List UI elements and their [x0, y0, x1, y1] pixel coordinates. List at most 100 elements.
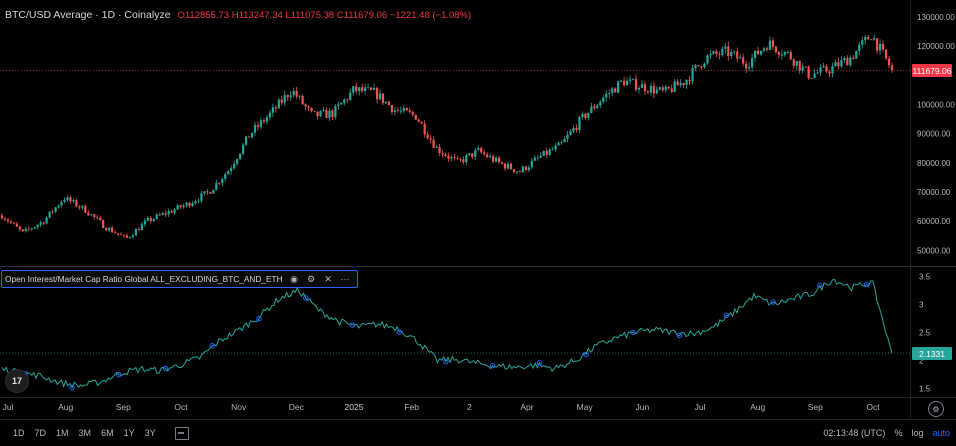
- symbol-legend: BTC/USD Average · 1D · Coinalyze O112855…: [5, 9, 471, 21]
- candle-body: [140, 224, 143, 231]
- candle-body: [84, 205, 87, 213]
- timeframe-1d[interactable]: 1D: [13, 428, 25, 438]
- timeframe-6m[interactable]: 6M: [101, 428, 114, 438]
- candle-body: [295, 90, 298, 97]
- candle-body: [462, 159, 465, 163]
- candle-body: [75, 200, 78, 207]
- eye-icon[interactable]: ◉: [290, 273, 299, 284]
- timeframe-7d[interactable]: 7D: [34, 428, 47, 438]
- indicator-marker: [396, 329, 402, 335]
- candle-body: [468, 153, 471, 156]
- timeframe-buttons: 1D 7D 1M 3M 6M 1Y 3Y: [8, 428, 161, 438]
- indicator-marker: [349, 322, 356, 328]
- timeframe-1y[interactable]: 1Y: [123, 428, 135, 438]
- candle-body: [852, 57, 855, 59]
- candle-body: [182, 205, 185, 208]
- time-tick-label: Oct: [866, 402, 880, 412]
- time-tick-label: Feb: [404, 402, 419, 412]
- timeframe-1m[interactable]: 1M: [56, 428, 69, 438]
- candle-body: [426, 134, 429, 139]
- candle-body: [340, 102, 343, 105]
- candle-body: [87, 212, 90, 216]
- date-range-icon[interactable]: [174, 426, 189, 440]
- candle-body: [372, 87, 376, 90]
- candle-body: [566, 134, 569, 139]
- candle-body: [861, 40, 864, 45]
- percent-toggle[interactable]: %: [894, 428, 903, 438]
- candle-body: [405, 108, 408, 111]
- candle-body: [111, 227, 114, 233]
- candle-body: [608, 93, 611, 94]
- candle-body: [369, 87, 373, 90]
- candle-body: [870, 39, 873, 41]
- more-icon[interactable]: ···: [340, 274, 350, 284]
- time-tick-label: Aug: [58, 402, 73, 412]
- candle-body: [655, 89, 658, 94]
- candle-body: [762, 48, 766, 51]
- price-tick-label: 130000.00: [917, 13, 955, 22]
- candle-body: [319, 111, 322, 117]
- utc-clock[interactable]: 02:13:48 (UTC): [823, 428, 886, 438]
- candle-body: [185, 202, 188, 206]
- timeframe-3y[interactable]: 3Y: [144, 428, 156, 438]
- candle-body: [795, 61, 798, 66]
- candle-body: [706, 55, 709, 64]
- candle-body: [54, 207, 57, 212]
- time-tick-label: Jun: [635, 402, 649, 412]
- candle-body: [703, 63, 706, 68]
- timeframe-3m[interactable]: 3M: [78, 428, 92, 438]
- auto-toggle[interactable]: auto: [932, 428, 950, 438]
- candle-body: [435, 146, 438, 148]
- candle-body: [884, 49, 888, 59]
- candle-body: [310, 107, 313, 112]
- candle-body: [521, 166, 525, 172]
- candle-body: [745, 63, 748, 69]
- candle-body: [718, 54, 721, 55]
- candle-body: [108, 227, 111, 231]
- candle-body: [527, 167, 530, 171]
- candle-body: [643, 84, 647, 92]
- candle-body: [161, 213, 164, 215]
- close-icon[interactable]: ✕: [324, 273, 332, 284]
- time-tick-label: Sep: [116, 402, 131, 412]
- candle-body: [881, 43, 885, 50]
- candle-body: [155, 214, 158, 219]
- candle-body: [637, 87, 641, 90]
- candle-body: [670, 88, 673, 92]
- candle-body: [24, 228, 27, 232]
- gear-icon[interactable]: ⚙: [307, 273, 316, 284]
- log-toggle[interactable]: log: [911, 428, 924, 438]
- candle-body: [792, 59, 795, 66]
- candle-body: [733, 51, 736, 53]
- indicator-marker: [817, 282, 823, 289]
- candle-body: [581, 113, 584, 118]
- candle-body: [244, 136, 248, 145]
- candle-body: [712, 51, 715, 54]
- candle-body: [828, 71, 831, 74]
- candle-body: [453, 157, 456, 159]
- candle-body: [756, 50, 760, 55]
- indicator-tick-label: 3: [919, 300, 924, 309]
- candle-body: [679, 83, 682, 86]
- indicator-legend[interactable]: Open Interest/Market Cap Ratio Global AL…: [1, 270, 358, 288]
- tradingview-logo[interactable]: 17: [5, 369, 29, 393]
- candle-body: [721, 48, 724, 55]
- candle-body: [301, 95, 304, 105]
- candle-body: [289, 95, 292, 98]
- candle-body: [634, 78, 638, 90]
- candle-body: [742, 57, 745, 64]
- candle-body: [262, 120, 266, 122]
- candle-body: [191, 203, 194, 207]
- candle-body: [242, 144, 245, 154]
- candle-body: [69, 197, 72, 202]
- candle-body: [102, 220, 105, 229]
- candle-body: [259, 120, 263, 127]
- candle-body: [116, 233, 120, 235]
- indicator-title: Open Interest/Market Cap Ratio Global AL…: [5, 274, 283, 284]
- chart-settings-gear-icon[interactable]: ⚙: [928, 401, 944, 417]
- candle-body: [658, 87, 661, 90]
- candle-body: [596, 105, 599, 109]
- candle-body: [9, 221, 13, 223]
